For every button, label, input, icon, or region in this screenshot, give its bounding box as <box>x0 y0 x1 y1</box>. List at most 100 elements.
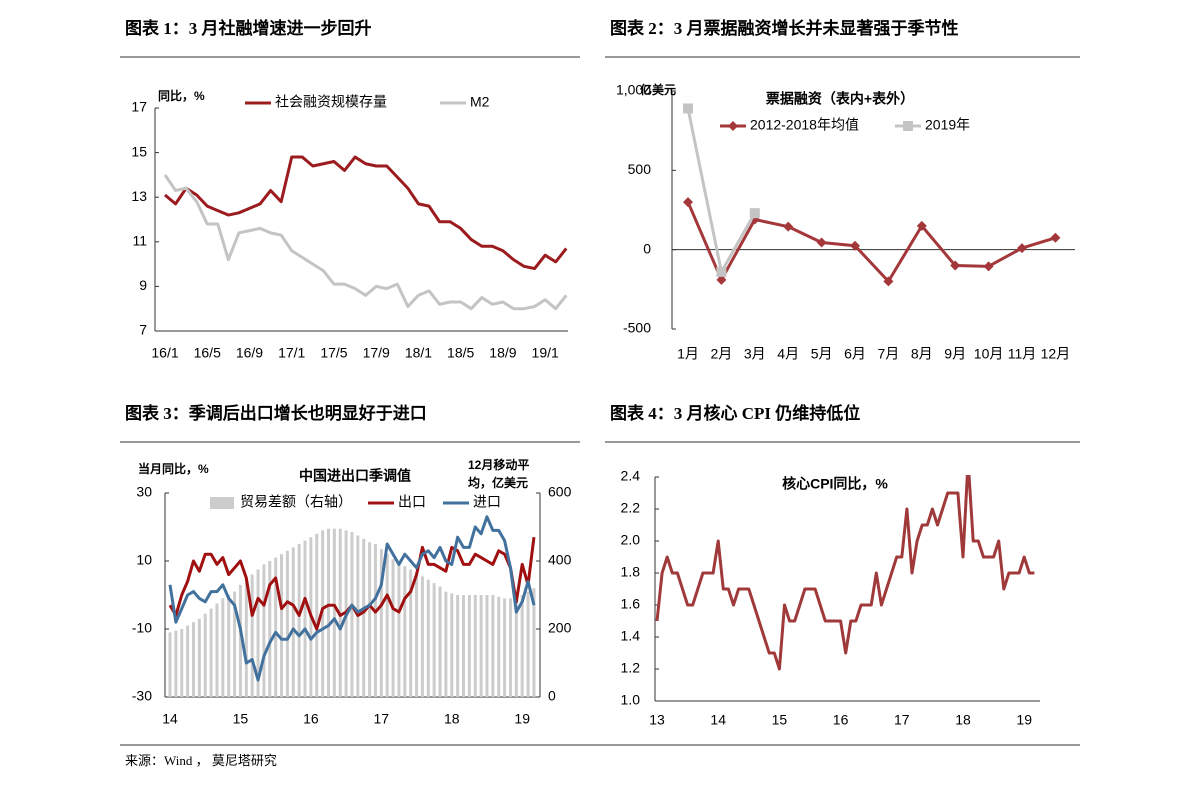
bar <box>450 593 454 697</box>
bar <box>209 608 213 697</box>
bar <box>250 574 254 697</box>
bar <box>420 576 424 697</box>
x-tick-label: 18/5 <box>447 345 474 361</box>
bar <box>403 566 407 697</box>
data-line <box>168 515 536 682</box>
data-marker <box>749 208 760 219</box>
bar <box>303 540 307 697</box>
y-tick-label: 15 <box>131 143 147 159</box>
y-axis-label: 亿美元 <box>640 82 676 97</box>
panel-heading: 图表 2：3 月票据融资增长并未显著强于季节性 <box>610 18 959 38</box>
y-tick-label: 10 <box>136 552 152 568</box>
bar <box>438 586 442 697</box>
y2-tick-label: 0 <box>548 688 556 704</box>
y-tick-label: 2.4 <box>621 468 641 484</box>
bar <box>238 584 242 697</box>
x-tick-label: 2月 <box>711 346 733 362</box>
y-tick-label: -500 <box>623 320 651 336</box>
y-tick-label: 0 <box>643 240 651 256</box>
bar <box>326 528 330 697</box>
bar <box>221 598 225 697</box>
bar <box>274 557 278 697</box>
x-tick-label: 15 <box>772 712 788 728</box>
y2-tick-label: 600 <box>548 484 572 500</box>
bar <box>362 538 366 697</box>
bar <box>174 630 178 697</box>
y-tick-label: 17 <box>131 99 147 115</box>
bar <box>233 591 237 697</box>
x-tick-label: 12月 <box>1041 346 1071 362</box>
x-tick-label: 8月 <box>911 346 933 362</box>
y2-label-box: 12月移动平均，亿美元 <box>468 458 530 490</box>
data-marker <box>683 103 693 114</box>
bar <box>508 598 512 697</box>
source-note: 来源：Wind ， 莫尼塔研究 <box>125 753 277 768</box>
legend-label: 2012-2018年均值 <box>750 117 859 133</box>
x-tick-label: 19 <box>514 711 530 727</box>
bar <box>379 549 383 697</box>
data-marker <box>983 261 994 272</box>
x-tick-label: 1月 <box>677 346 699 362</box>
bar <box>426 579 430 697</box>
x-tick-label: 13 <box>649 712 665 728</box>
panel-heading: 图表 4：3 月核心 CPI 仍维持低位 <box>610 403 860 423</box>
panel-heading: 图表 1：3 月社融增速进一步回升 <box>125 18 372 38</box>
y2-tick-label: 200 <box>548 620 572 636</box>
x-tick-label: 16 <box>303 711 319 727</box>
x-tick-label: 19/1 <box>532 345 559 361</box>
data-line <box>163 174 568 311</box>
data-marker <box>903 121 913 131</box>
bar <box>462 595 465 697</box>
legend-label: M2 <box>470 94 490 110</box>
bar <box>409 569 413 697</box>
panel-heading: 图表 3：季调后出口增长也明显好于进口 <box>125 403 427 423</box>
y-tick-label: 11 <box>132 233 147 249</box>
bar <box>197 618 201 697</box>
bar <box>391 559 395 697</box>
y-tick-label: 1.2 <box>621 660 641 676</box>
bar <box>203 613 207 697</box>
bar <box>268 561 272 697</box>
x-tick-label: 6月 <box>844 346 866 362</box>
bar <box>514 598 518 697</box>
bar <box>168 632 172 697</box>
x-tick-label: 7月 <box>878 346 900 362</box>
data-marker <box>916 220 927 231</box>
bar <box>350 532 354 697</box>
y-tick-label: 2.2 <box>621 500 641 516</box>
bar <box>532 588 536 697</box>
bar <box>415 572 419 697</box>
legend-label: 2019年 <box>925 117 970 133</box>
y2-tick-label: 400 <box>548 552 572 568</box>
bar <box>244 578 248 697</box>
bar <box>467 595 471 697</box>
x-tick-label: 14 <box>162 711 178 727</box>
x-tick-label: 14 <box>710 712 726 728</box>
y-tick-label: 2.0 <box>621 532 641 548</box>
data-marker <box>850 240 860 251</box>
x-tick-label: 18/1 <box>405 345 432 361</box>
data-marker <box>716 274 727 285</box>
bar <box>256 569 260 697</box>
bar <box>491 595 495 697</box>
y-tick-label: 1.8 <box>621 564 641 580</box>
bar <box>280 554 284 697</box>
x-tick-label: 15 <box>233 711 249 727</box>
bar <box>526 591 530 697</box>
y-tick-label: 9 <box>139 277 147 293</box>
bar <box>315 533 319 697</box>
y2-axis-label: 12月移动平均，亿美元 <box>468 458 530 490</box>
y-tick-label: 500 <box>628 161 652 177</box>
x-tick-label: 17/9 <box>363 345 390 361</box>
data-marker <box>683 197 693 208</box>
x-tick-label: 16/5 <box>194 345 221 361</box>
bar <box>456 595 460 697</box>
x-tick-label: 17/1 <box>278 345 305 361</box>
y-tick-label: 1.6 <box>621 596 641 612</box>
legend-label: 进口 <box>473 494 501 510</box>
chart-subtitle: 核心CPI同比，% <box>782 476 888 492</box>
y-tick-label: -10 <box>132 620 152 636</box>
bar <box>520 595 524 697</box>
